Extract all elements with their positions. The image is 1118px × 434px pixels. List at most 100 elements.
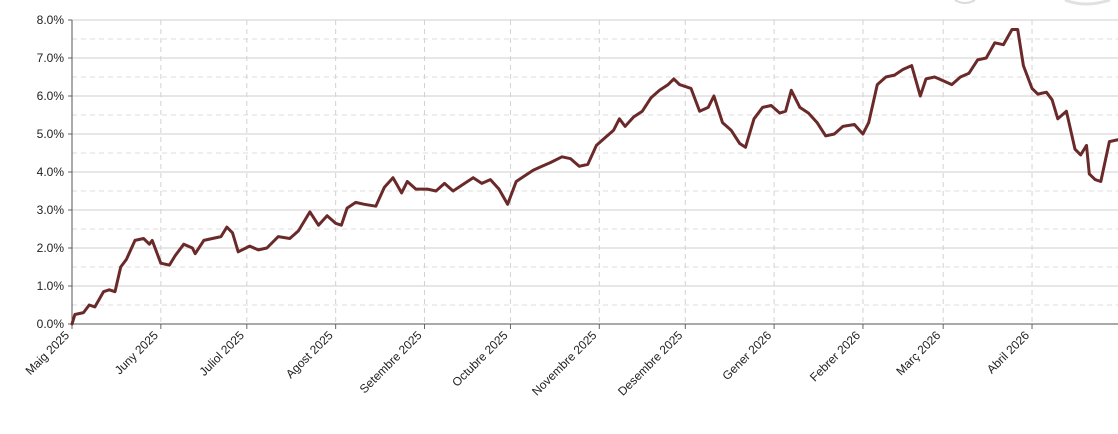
- y-tick-label: 7.0%: [37, 51, 65, 65]
- data-point: [532, 169, 535, 172]
- data-point: [770, 104, 773, 107]
- data-point: [672, 78, 675, 80]
- data-point: [211, 237, 214, 240]
- x-tick-label: Març 2026: [893, 328, 943, 378]
- data-point: [707, 106, 710, 109]
- data-point: [142, 237, 145, 240]
- data-point: [862, 133, 864, 135]
- data-point: [853, 123, 856, 126]
- data-point: [1108, 140, 1111, 143]
- data-point: [561, 155, 563, 158]
- data-point: [842, 125, 844, 128]
- data-point: [515, 180, 518, 183]
- data-point: [1065, 110, 1068, 113]
- data-point: [334, 222, 337, 225]
- data-point: [266, 247, 268, 249]
- data-point: [885, 76, 887, 78]
- data-point: [383, 186, 386, 189]
- data-point: [807, 112, 810, 114]
- data-point: [194, 252, 197, 255]
- data-point: [925, 78, 927, 80]
- data-point: [950, 83, 953, 86]
- data-point: [976, 59, 979, 61]
- data-point: [506, 203, 509, 206]
- data-point: [1074, 148, 1076, 151]
- data-point: [876, 83, 879, 86]
- data-point: [985, 57, 988, 59]
- data-point: [604, 136, 606, 139]
- x-tick-label: Setembre 2025: [357, 328, 425, 396]
- data-point: [569, 157, 572, 160]
- data-point: [71, 323, 73, 325]
- data-point: [435, 190, 437, 192]
- data-point: [374, 205, 377, 208]
- corner-swoosh-small: [954, 0, 976, 4]
- data-point: [257, 249, 260, 251]
- data-point: [942, 79, 945, 82]
- data-point: [1099, 180, 1102, 183]
- series-line: [70, 28, 1118, 326]
- decorative-corner-artifact: [954, 0, 1111, 6]
- data-point: [174, 254, 177, 257]
- data-point: [658, 89, 661, 92]
- data-point: [993, 41, 996, 44]
- axes: [68, 19, 1118, 329]
- data-point: [88, 304, 91, 306]
- series-layer: [70, 28, 1118, 326]
- data-point: [102, 290, 105, 293]
- data-point: [237, 250, 240, 253]
- data-point: [744, 146, 747, 149]
- data-point: [624, 125, 626, 128]
- data-point: [426, 188, 429, 191]
- data-point: [288, 237, 291, 240]
- data-point: [202, 239, 205, 242]
- data-point: [125, 258, 128, 261]
- data-point: [114, 290, 116, 293]
- x-tick-label: Maig 2025: [23, 328, 73, 378]
- data-point: [632, 116, 635, 118]
- data-point: [933, 76, 936, 78]
- data-point: [346, 207, 348, 210]
- data-point: [698, 110, 701, 113]
- data-point: [231, 231, 234, 234]
- data-point: [612, 129, 615, 132]
- data-point: [151, 239, 154, 242]
- data-point: [463, 182, 466, 185]
- data-point: [578, 165, 581, 168]
- x-tick-label: Abril 2026: [984, 328, 1032, 376]
- data-point: [618, 117, 621, 120]
- data-point: [968, 72, 970, 75]
- data-point: [738, 142, 741, 145]
- data-point: [326, 214, 328, 217]
- data-point: [753, 117, 755, 120]
- data-point: [833, 133, 836, 135]
- data-point: [586, 163, 589, 166]
- y-tick-label: 5.0%: [37, 127, 65, 141]
- data-point: [902, 68, 904, 71]
- data-point: [452, 190, 454, 192]
- data-point: [354, 201, 357, 204]
- data-point: [297, 230, 300, 232]
- data-point: [678, 83, 681, 86]
- corner-swoosh-large: [1064, 0, 1111, 6]
- data-point: [824, 135, 827, 137]
- data-point: [799, 106, 801, 109]
- data-point: [1056, 117, 1059, 120]
- data-point: [406, 180, 409, 183]
- data-point: [541, 165, 543, 168]
- data-point: [340, 224, 343, 227]
- data-point: [277, 235, 280, 238]
- x-tick-label: Gener 2026: [720, 328, 775, 383]
- data-point: [309, 211, 311, 213]
- data-point: [816, 121, 818, 124]
- data-point: [690, 87, 692, 90]
- x-tick-label: Agost 2025: [283, 328, 336, 381]
- x-tick-label: Juliol 2025: [196, 328, 247, 379]
- data-point: [134, 239, 136, 242]
- data-point: [182, 243, 185, 246]
- data-point: [721, 121, 724, 124]
- data-point: [1079, 154, 1082, 156]
- data-point: [893, 74, 896, 76]
